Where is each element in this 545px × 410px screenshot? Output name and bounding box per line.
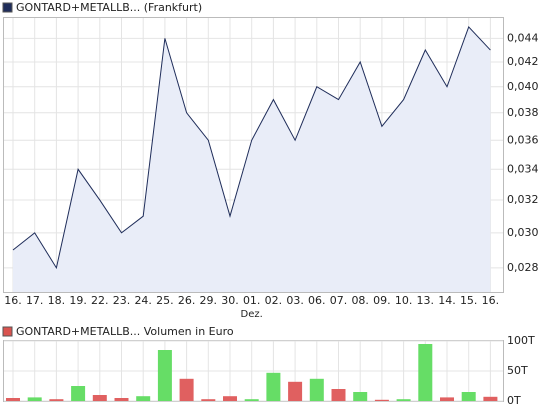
x-tick-label: 01.	[243, 294, 261, 307]
x-tick-label: 07.	[330, 294, 348, 307]
x-tick-label: 16.	[482, 294, 500, 307]
bar	[309, 378, 324, 401]
x-tick-label: 30.	[221, 294, 239, 307]
y-tick-label: 0T	[507, 394, 521, 407]
y-tick-label: 50T	[507, 364, 528, 377]
x-tick-label: 13.	[417, 294, 435, 307]
bar	[418, 344, 433, 401]
bar	[266, 372, 281, 401]
x-tick-label: 15.	[460, 294, 478, 307]
x-tick-label: 14.	[438, 294, 456, 307]
bar	[179, 378, 194, 401]
bar	[374, 399, 389, 401]
bar	[114, 398, 129, 401]
x-tick-label: 19.	[69, 294, 87, 307]
bar	[49, 399, 64, 401]
x-tick-label: 06.	[308, 294, 326, 307]
x-tick-label: 18.	[48, 294, 66, 307]
y-tick-label: 0,040	[507, 80, 539, 93]
x-tick-label: 08.	[351, 294, 369, 307]
bar	[461, 392, 476, 401]
bar	[71, 386, 86, 401]
legend-label: GONTARD+METALLB... (Frankfurt)	[16, 1, 202, 14]
legend-label: GONTARD+METALLB... Volumen in Euro	[16, 325, 234, 338]
y-tick-label: 0,028	[507, 261, 539, 274]
bar	[353, 392, 368, 401]
bar	[27, 397, 42, 401]
annotation: Dez.	[241, 309, 263, 320]
y-tick-label: 0,030	[507, 226, 539, 239]
x-tick-label: 24.	[134, 294, 152, 307]
x-tick-label: 10.	[395, 294, 413, 307]
y-tick-label: 0,044	[507, 31, 539, 44]
y-tick-label: 0,038	[507, 106, 539, 119]
bar	[440, 397, 454, 401]
bar	[244, 399, 259, 401]
x-tick-label: 25.	[156, 294, 174, 307]
bar	[331, 389, 346, 401]
bar	[6, 398, 20, 401]
bar	[483, 396, 498, 401]
legend-swatch	[2, 326, 13, 337]
bar	[92, 395, 107, 401]
x-tick-label: 09.	[373, 294, 391, 307]
bar	[396, 399, 411, 401]
y-tick-label: 0,034	[507, 162, 539, 175]
x-tick-label: 02.	[265, 294, 283, 307]
x-tick-label: 16.	[4, 294, 22, 307]
bar	[223, 396, 237, 401]
legend-swatch	[2, 2, 13, 13]
x-tick-label: 22.	[91, 294, 109, 307]
bar	[288, 381, 303, 401]
y-tick-label: 0,036	[507, 133, 539, 146]
y-tick-label: 0,032	[507, 193, 539, 206]
x-tick-label: 29.	[200, 294, 218, 307]
bar	[136, 396, 151, 401]
x-tick-label: 17.	[26, 294, 44, 307]
x-tick-label: 23.	[113, 294, 131, 307]
bar	[201, 399, 216, 401]
x-tick-label: 26.	[178, 294, 196, 307]
line	[12, 26, 491, 270]
area	[13, 26, 491, 292]
bar	[157, 350, 172, 401]
x-tick-label: 03.	[286, 294, 304, 307]
y-tick-label: 100T	[507, 334, 535, 347]
y-tick-label: 0,042	[507, 55, 539, 68]
